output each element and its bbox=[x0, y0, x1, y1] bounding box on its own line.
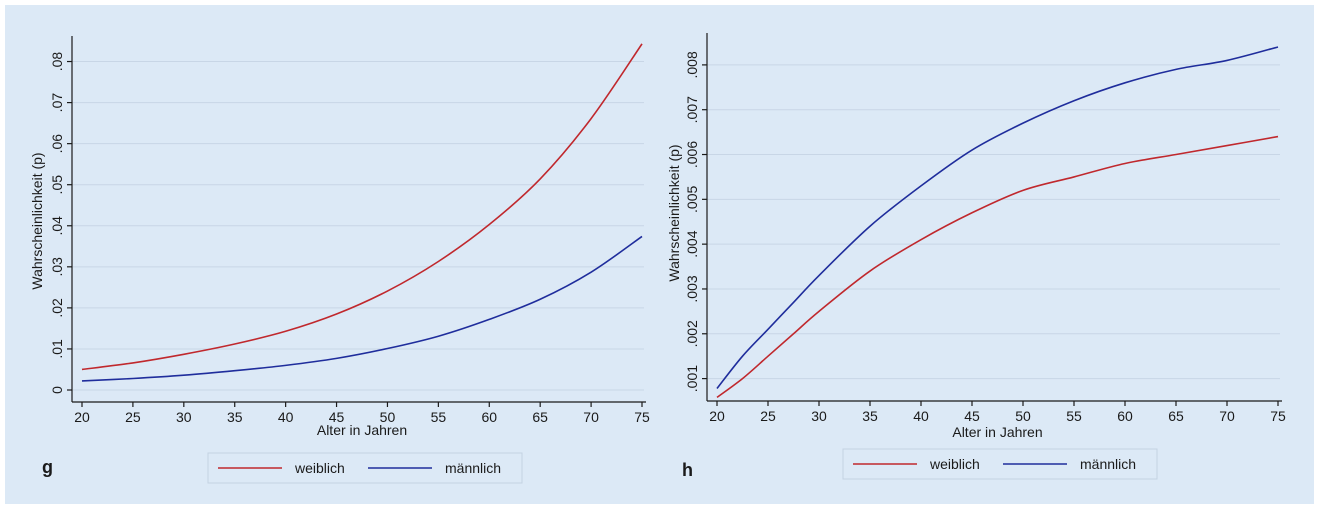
x-tick-label: 70 bbox=[1219, 408, 1235, 424]
x-tick-label: 65 bbox=[532, 409, 548, 425]
legend-label-maennlich: männlich bbox=[445, 460, 501, 476]
y-tick-label: .007 bbox=[684, 96, 700, 123]
x-tick-label: 25 bbox=[125, 409, 141, 425]
x-tick-label: 60 bbox=[1117, 408, 1133, 424]
x-tick-label: 30 bbox=[176, 409, 192, 425]
legend-label-weiblich: weiblich bbox=[929, 456, 980, 472]
y-tick-label: .005 bbox=[684, 185, 700, 212]
x-tick-label: 75 bbox=[1270, 408, 1286, 424]
x-tick-label: 25 bbox=[760, 408, 776, 424]
y-tick-label: .006 bbox=[684, 141, 700, 168]
chart-figure: 0 .01 .02 .03 .04 .05 .06 .07 .08 20 25 30 35 40 45 50 5… bbox=[29, 33, 1286, 484]
y-tick-label: .02 bbox=[49, 298, 65, 318]
series-line-weiblich bbox=[716, 135, 1279, 399]
x-tick-label: 20 bbox=[74, 409, 90, 425]
x-tick-label: 50 bbox=[380, 409, 396, 425]
y-tick-label: .06 bbox=[49, 134, 65, 154]
x-axis-label: Alter in Jahren bbox=[317, 422, 407, 438]
y-tick-label: .002 bbox=[684, 320, 700, 347]
x-tick-label: 70 bbox=[583, 409, 599, 425]
y-tick-label: 0 bbox=[49, 386, 65, 394]
figure: 0 .01 .02 .03 .04 .05 .06 .07 .08 20 25 30 35 40 45 50 5… bbox=[5, 5, 1314, 504]
panel-label: h bbox=[682, 460, 693, 480]
x-tick-label: 50 bbox=[1015, 408, 1031, 424]
y-tick-label: .03 bbox=[49, 257, 65, 277]
y-axis-label: Wahrscheinlichkeit (p) bbox=[29, 152, 45, 289]
x-tick-label: 75 bbox=[634, 409, 650, 425]
y-tick-label: .05 bbox=[49, 175, 65, 195]
x-axis-label: Alter in Jahren bbox=[952, 424, 1042, 440]
x-tick-label: 20 bbox=[709, 408, 725, 424]
x-tick-label: 40 bbox=[913, 408, 929, 424]
x-tick-label: 45 bbox=[329, 409, 345, 425]
y-tick-label: .008 bbox=[684, 51, 700, 78]
series-line-maennlich bbox=[716, 46, 1279, 389]
x-tick-label: 55 bbox=[1066, 408, 1082, 424]
y-tick-label: .001 bbox=[684, 365, 700, 392]
legend-label-weiblich: weiblich bbox=[294, 460, 345, 476]
y-tick-label: .004 bbox=[684, 230, 700, 257]
x-tick-label: 65 bbox=[1168, 408, 1184, 424]
y-tick-label: .01 bbox=[49, 339, 65, 359]
x-tick-label: 60 bbox=[481, 409, 497, 425]
series-line-maennlich bbox=[81, 235, 643, 382]
y-tick-label: .04 bbox=[49, 216, 65, 236]
chart-panel-g: 0 .01 .02 .03 .04 .05 .06 .07 .08 20 25 30 35 40 45 50 5… bbox=[29, 36, 650, 484]
panel-label: g bbox=[42, 457, 53, 477]
x-tick-label: 35 bbox=[862, 408, 878, 424]
x-tick-label: 30 bbox=[811, 408, 827, 424]
y-tick-label: .07 bbox=[49, 93, 65, 113]
chart-panel-h: .001 .002 .003 .004 .005 .006 .007 .008 20 25 30 35… bbox=[666, 33, 1286, 480]
x-tick-label: 35 bbox=[227, 409, 243, 425]
x-tick-label: 55 bbox=[431, 409, 447, 425]
legend-label-maennlich: männlich bbox=[1080, 456, 1136, 472]
y-tick-label: .003 bbox=[684, 275, 700, 302]
legend-box bbox=[207, 452, 523, 484]
y-axis-label: Wahrscheinlichkeit (p) bbox=[666, 144, 682, 281]
series-line-weiblich bbox=[81, 43, 643, 371]
y-tick-label: .08 bbox=[49, 52, 65, 72]
x-tick-label: 40 bbox=[278, 409, 294, 425]
x-tick-label: 45 bbox=[964, 408, 980, 424]
